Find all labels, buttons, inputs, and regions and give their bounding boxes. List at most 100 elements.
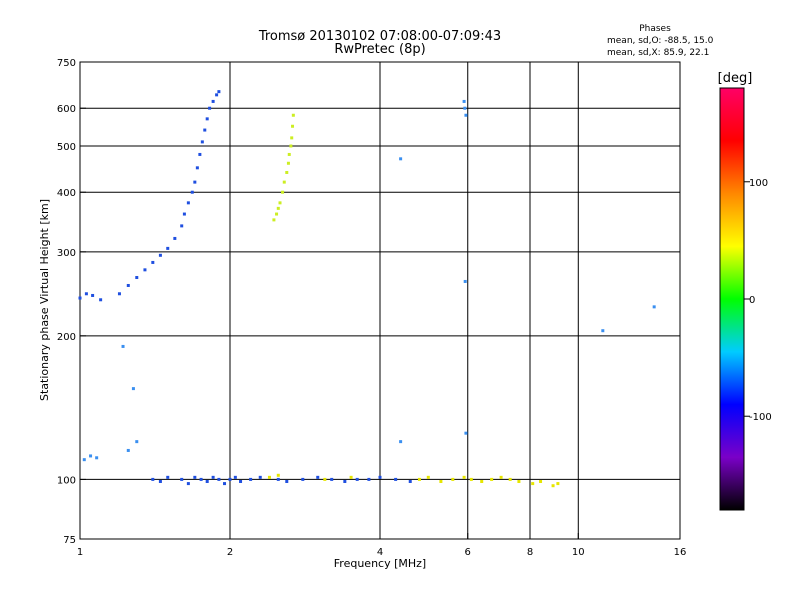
data-point xyxy=(135,276,139,280)
data-point xyxy=(291,124,295,128)
data-point xyxy=(652,305,656,309)
data-point xyxy=(182,212,186,216)
x-axis-label: Frequency [MHz] xyxy=(334,557,426,570)
data-point xyxy=(464,113,468,117)
colorbar-gradient xyxy=(719,87,745,511)
data-point xyxy=(290,136,294,140)
data-point xyxy=(378,475,382,479)
data-point xyxy=(151,260,155,264)
axis-ticks xyxy=(79,61,681,540)
data-point xyxy=(199,477,203,481)
data-point xyxy=(215,93,219,97)
y-tick-label: 100 xyxy=(57,475,76,486)
data-point xyxy=(399,157,403,161)
data-point xyxy=(180,477,184,481)
y-tick-label: 300 xyxy=(57,248,76,259)
data-point xyxy=(198,152,202,156)
data-point xyxy=(286,161,290,165)
data-point xyxy=(91,293,95,297)
data-point xyxy=(135,440,139,444)
data-point xyxy=(556,482,560,486)
data-point xyxy=(601,329,605,333)
data-point xyxy=(349,475,353,479)
data-point xyxy=(276,477,280,481)
data-point xyxy=(131,387,135,391)
data-point xyxy=(278,201,282,205)
data-point xyxy=(289,144,293,148)
data-point xyxy=(517,479,521,483)
data-point xyxy=(464,431,468,435)
x-tick-label: 6 xyxy=(465,547,471,558)
data-point xyxy=(195,166,199,170)
chart-title-line1: Tromsø 20130102 07:08:00-07:09:43 xyxy=(258,29,501,44)
y-tick-label: 400 xyxy=(57,188,76,199)
data-point xyxy=(508,477,512,481)
x-tick-label: 1 xyxy=(77,547,83,558)
data-point xyxy=(499,475,503,479)
data-point xyxy=(173,236,177,240)
data-point xyxy=(408,479,412,483)
data-point xyxy=(417,477,421,481)
data-point xyxy=(211,475,215,479)
data-point xyxy=(316,475,320,479)
y-axis-label: Stationary phase Virtual Height [km] xyxy=(38,199,51,401)
data-point xyxy=(291,113,295,117)
gridlines xyxy=(80,62,680,539)
data-point xyxy=(551,484,555,488)
data-point xyxy=(193,180,197,184)
y-tick-label: 600 xyxy=(57,104,76,115)
data-point xyxy=(186,201,190,205)
y-tick-label: 500 xyxy=(57,142,76,153)
data-point xyxy=(287,152,291,156)
data-point xyxy=(301,477,305,481)
data-point xyxy=(186,482,190,486)
x-tick-label: 4 xyxy=(377,547,383,558)
phases-box-title: Phases xyxy=(639,24,671,34)
data-point xyxy=(166,475,170,479)
plot-area xyxy=(78,61,681,540)
data-point xyxy=(89,454,93,458)
data-point xyxy=(469,477,473,481)
data-point xyxy=(228,477,232,481)
data-point xyxy=(205,117,209,121)
data-point xyxy=(451,477,455,481)
data-point xyxy=(399,440,403,444)
y-tick-label: 200 xyxy=(57,332,76,343)
data-point xyxy=(462,475,466,479)
data-point xyxy=(233,475,237,479)
data-point xyxy=(95,456,99,460)
data-point xyxy=(78,296,82,300)
data-point xyxy=(158,253,162,257)
x-tick-label: 2 xyxy=(227,547,233,558)
data-point xyxy=(281,190,285,194)
chart-title-line2: RwPretec (8p) xyxy=(334,42,425,57)
x-tick-label: 16 xyxy=(674,547,687,558)
data-point xyxy=(211,99,215,103)
data-point xyxy=(249,477,253,481)
data-point xyxy=(180,224,184,228)
data-point xyxy=(275,212,279,216)
data-point xyxy=(367,477,371,481)
data-point xyxy=(462,99,466,103)
y-tick-label: 75 xyxy=(63,535,76,546)
colorbar: [deg] 100 0 -100 xyxy=(718,71,772,511)
data-point xyxy=(531,482,535,486)
data-point xyxy=(323,477,327,481)
data-point xyxy=(463,279,467,283)
data-point xyxy=(239,479,243,483)
data-point xyxy=(126,283,130,287)
data-point xyxy=(285,170,289,174)
data-point xyxy=(117,292,121,296)
data-point xyxy=(158,479,162,483)
phases-x-line: mean, sd,X: 85.9, 22.1 xyxy=(607,48,709,58)
colorbar-tick-label: 0 xyxy=(749,295,755,306)
data-point xyxy=(282,180,286,184)
data-point xyxy=(330,477,334,481)
data-point xyxy=(143,268,147,272)
data-point xyxy=(200,140,204,144)
data-point xyxy=(217,477,221,481)
data-point xyxy=(480,479,484,483)
x-tick-labels: 1 2 4 6 8 10 16 xyxy=(77,547,687,558)
data-points xyxy=(78,90,656,488)
